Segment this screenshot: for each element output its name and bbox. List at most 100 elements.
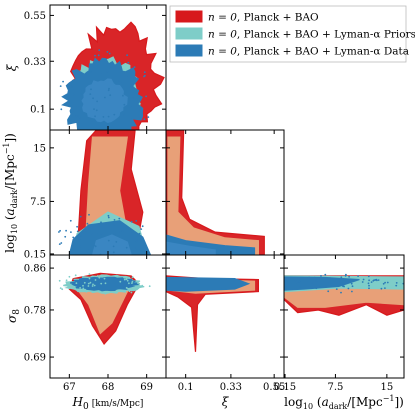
scatter-point [97,63,99,66]
scatter-point [113,233,116,235]
scatter-point [58,231,60,233]
scatter-point [96,256,98,258]
scatter-point [98,49,101,51]
scatter-point [382,282,385,285]
scatter-point [367,282,370,285]
scatter-point [96,100,98,103]
blue-inner-H0-xi [81,78,128,123]
scatter-point [65,229,67,232]
scatter-point [129,231,132,234]
scatter-point [67,284,70,286]
scatter-point [370,281,373,283]
scatter-point [132,88,135,91]
scatter-point [104,292,107,295]
x-axis-label-log10_adark: log10 (adark/[Mpc−1]) [284,394,404,411]
scatter-point [60,242,63,244]
scatter-point [324,273,327,276]
y-tick-label: 0.78 [24,305,46,316]
scatter-point [82,284,84,287]
scatter-point [74,274,77,277]
scatter-point [335,288,338,290]
scatter-point [367,275,370,278]
x-tick-label: 67 [63,382,76,393]
scatter-point [121,81,123,84]
scatter-point [311,283,314,286]
y-tick-label: 0.55 [24,11,46,22]
scatter-point [122,94,124,97]
scatter-point [327,280,330,283]
scatter-point [108,87,110,90]
scatter-point [104,275,107,278]
panel-frame-xi-sigma8 [165,254,285,379]
scatter-point [107,239,110,242]
scatter-point [362,278,365,281]
scatter-point [72,87,75,90]
scatter-point [132,250,135,253]
scatter-point [325,285,327,287]
scatter-point [118,80,120,82]
x-tick-label: 0.55 [263,382,285,393]
scatter-point [61,288,64,291]
scatter-H0-sigma8 [58,273,151,295]
scatter-point [94,115,96,118]
scatter-point [118,290,121,293]
scatter-point [97,54,100,57]
scatter-point [76,225,78,228]
scatter-point [98,276,101,279]
scatter-point [101,73,103,76]
scatter-point [64,235,67,238]
legend-label: n = 0, Planck + BAO [208,12,319,24]
y-tick-label: 7.5 [30,197,46,208]
blue-inner-H0-log10_adark [91,234,132,255]
scatter-point [361,281,364,283]
scatter-point [78,117,81,119]
scatter-point [368,287,370,290]
scatter-point [386,281,389,284]
scatter-point [380,287,383,290]
x-tick-label: 68 [102,382,115,393]
scatter-point [90,71,93,73]
scatter-point [113,291,116,294]
scatter-point [123,113,125,116]
scatter-point [86,251,88,254]
scatter-point [340,276,343,279]
scatter-point [79,97,82,100]
scatter-point [298,286,301,288]
scatter-point [103,258,105,260]
scatter-point [127,282,130,285]
scatter-point [106,51,109,53]
scatter-point [108,52,111,55]
x-axis-label-H0: H0 [km/s/Mpc] [72,395,144,412]
scatter-point [308,276,310,279]
y-tick-label: 0.69 [24,353,46,364]
x-tick-label: 7.5 [327,382,343,393]
scatter-point [67,285,70,288]
scatter-point [69,219,72,222]
scatter-point [107,214,110,217]
scatter-point [126,54,128,57]
scatter-point [128,290,131,293]
y-axis-label-xi: ξ [5,63,19,71]
red-fill-xi-log10_adark [167,136,259,255]
scatter-point [285,280,288,283]
scatter-point [315,287,318,290]
scatter-point [113,219,116,221]
scatter-point [143,71,146,74]
scatter-point [127,61,130,64]
scatter-point [109,94,112,97]
scatter-point [79,245,82,248]
scatter-point [395,282,398,284]
scatter-point [113,223,115,226]
scatter-point [343,285,345,288]
scatter-point [340,291,342,294]
scatter-point [86,222,89,225]
scatter-point [71,84,74,87]
scatter-point [92,283,94,286]
scatter-point [58,243,61,246]
scatter-point [296,282,299,285]
scatter-point [138,232,141,235]
scatter-point [125,246,128,249]
scatter-point [107,89,110,92]
x-tick-label: 0.15 [274,382,296,393]
